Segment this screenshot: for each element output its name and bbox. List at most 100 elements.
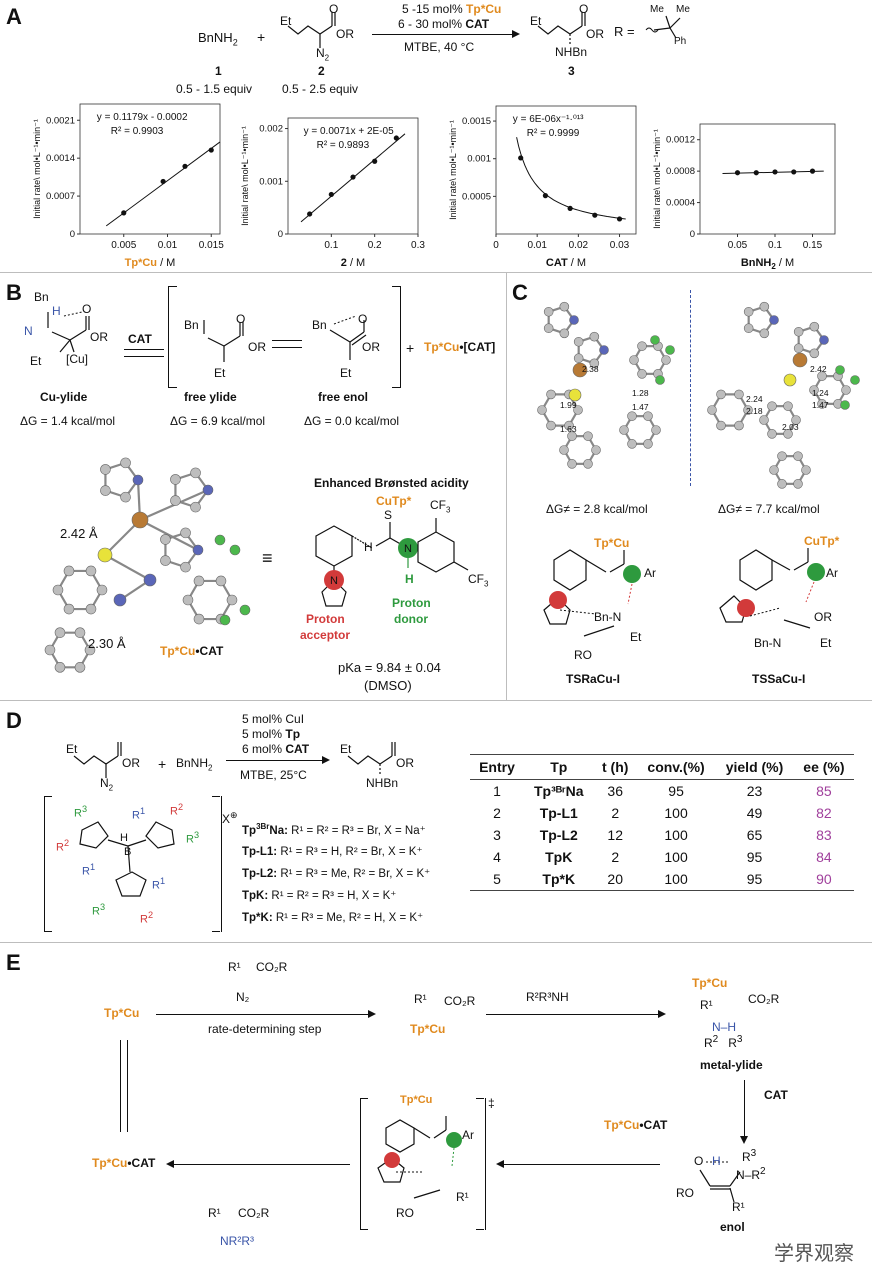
ts-3d-models: 2.38 1.99 1.28 1.47 1.63 2.42 2.24 1.24 1.47 2.18… <box>537 301 860 489</box>
atom-c <box>583 431 593 441</box>
frag-o-3: O <box>579 2 589 16</box>
e-o-enol: O <box>694 1154 704 1168</box>
b-dist-1: 2.42 Å <box>60 526 98 541</box>
d-r3-a: R3 <box>74 804 88 820</box>
d-cond-2: 5 mol% Tp <box>242 727 301 741</box>
panel-label-b: B <box>6 280 22 305</box>
atom-c <box>817 371 827 381</box>
data-point <box>372 158 378 164</box>
panel-label-a: A <box>6 4 22 29</box>
frag-ph: Ph <box>674 36 687 47</box>
cat-structure: N N <box>315 518 469 607</box>
distance-label: 2.24 <box>746 394 763 404</box>
atom-c <box>716 420 726 431</box>
e-arrowhead-left-2 <box>166 1160 174 1168</box>
atom-f <box>850 375 860 385</box>
b-eq-arrow-2 <box>272 340 302 348</box>
atom-n <box>819 335 829 345</box>
d-r1-c: R1 <box>152 876 166 892</box>
e-h-enol: H <box>712 1154 721 1168</box>
b-plus: + <box>406 340 415 356</box>
e-r2r3-ylide: R2 R3 <box>704 1034 743 1050</box>
b-or-3: OR <box>362 340 380 354</box>
table-cell: 100 <box>636 868 716 891</box>
table-row: 3 Tp-L2 12 100 65 83 <box>470 824 854 846</box>
table-cell: 95 <box>746 849 763 865</box>
atom-c <box>734 420 744 431</box>
c-cutp: CuTp* <box>804 534 840 548</box>
b-bn-1: Bn <box>34 290 49 304</box>
b-cat-arrow-label: CAT <box>128 332 152 346</box>
atom-c <box>543 323 554 334</box>
atom-c <box>809 385 819 395</box>
atom-c <box>793 479 803 489</box>
atom-f <box>214 534 226 546</box>
e-tpcu-start: Tp*Cu <box>104 1006 140 1020</box>
results-table: Entry Tp t (h) conv.(%) yield (%) ee (%)… <box>470 754 854 891</box>
e-n2-diazo: N₂ <box>236 990 250 1004</box>
distance-label: 2.38 <box>582 364 599 374</box>
atom-c <box>74 627 86 638</box>
e-metal-ylide-label: metal-ylide <box>700 1058 763 1072</box>
atom-c <box>546 420 556 431</box>
atom-n <box>192 544 204 556</box>
b-complex-label: Tp*Cu•CAT <box>160 644 224 658</box>
atom-c <box>537 405 547 415</box>
d-diazo-structure <box>73 742 122 778</box>
atom-c <box>591 445 601 455</box>
bond <box>139 519 199 551</box>
table-cell: 2 <box>493 805 501 821</box>
e-tpcu-ylide: Tp*Cu <box>692 976 728 990</box>
data-point <box>182 163 188 169</box>
e-arrowhead-2 <box>658 1010 666 1018</box>
e-r1-carbene: R¹ <box>414 992 427 1006</box>
d-ligand-4: TpK: R¹ = R² = R³ = H, X = K⁺ <box>242 890 397 902</box>
distance-label: 2.42 <box>810 364 827 374</box>
fit-r2: R² = 0.9893 <box>317 140 370 151</box>
d-ligand-2: Tp-L1: R¹ = R³ = H, R² = Br, X = K⁺ <box>242 846 423 858</box>
e-ts-bracket-ticks <box>360 1098 484 1230</box>
chart-rate-vs-cat: 0 0.01 0.02 0.03 0.0005 0.001 0.0015 Initial ra… <box>448 105 637 269</box>
atom-c <box>651 425 661 435</box>
c-bn-n-2: Bn-N <box>754 636 782 650</box>
cu-ylide-structure <box>47 311 90 353</box>
e-arrow-1 <box>156 1014 372 1015</box>
x-tick-label: 0.01 <box>158 240 178 251</box>
d-cond-1: 5 mol% CuI <box>242 712 305 726</box>
frag-o-1: O <box>329 2 339 16</box>
e-cat-label: CAT <box>764 1088 788 1102</box>
atom-c <box>63 565 75 577</box>
x-tick-label: 0.01 <box>527 240 547 251</box>
e-co2r-diazo: CO₂R <box>256 960 288 974</box>
data-point <box>542 193 549 199</box>
atom-c <box>573 336 584 347</box>
atom-c <box>769 465 779 475</box>
b-o-3: O <box>358 312 368 326</box>
e-product-r1: R¹ <box>208 1206 221 1220</box>
condition-line-2: 6 - 30 mol% CAT <box>398 17 490 31</box>
atom-c <box>801 465 811 475</box>
atom-c <box>160 534 171 545</box>
c-dg-a: ΔG≠ = 2.8 kcal/mol <box>546 502 648 516</box>
frag-me-2: Me <box>676 4 690 15</box>
atom-s <box>783 373 797 387</box>
label-3: 3 <box>568 64 575 78</box>
b-dmso: (DMSO) <box>364 678 412 693</box>
d-bh: H <box>120 832 128 844</box>
d-ligand-1: Tp3BrNa: R¹ = R² = R³ = Br, X = Na⁺ <box>242 822 426 837</box>
b-h-1: H <box>52 304 61 318</box>
results-header-row: Entry Tp t (h) conv.(%) yield (%) ee (%) <box>470 754 854 780</box>
c-ts2-label: TSSaCu-I <box>752 672 806 686</box>
free-ylide-structure <box>203 320 244 362</box>
atom-f <box>840 400 850 410</box>
table-cell: 90 <box>793 868 854 891</box>
atom-c <box>567 431 577 441</box>
e-amine: R²R³NH <box>526 990 569 1004</box>
d-ligand-3: Tp-L2: R¹ = R³ = Me, R² = Br, X = K⁺ <box>242 868 431 880</box>
reagent-bnnh2: BnNH2 <box>198 30 238 48</box>
atom-c <box>559 328 570 339</box>
b-n-1: N <box>24 324 33 338</box>
y-tick-label: 0 <box>690 229 695 240</box>
atom-n <box>202 484 214 496</box>
e-enol-label: enol <box>720 1220 745 1234</box>
